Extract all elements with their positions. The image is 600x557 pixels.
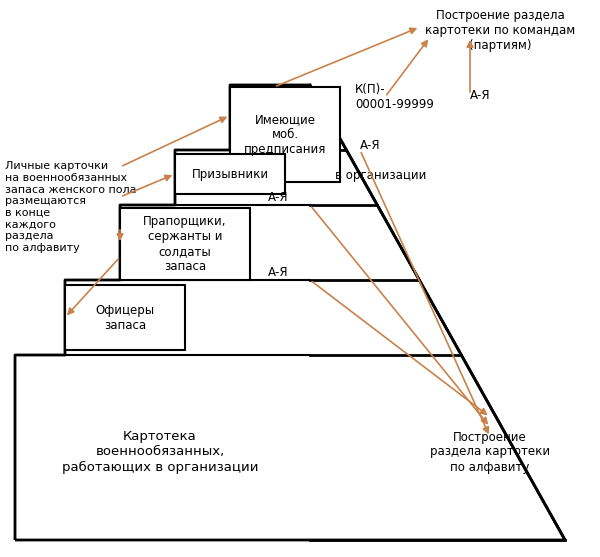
Text: А-Я: А-Я [360,139,380,152]
Text: в организации: в организации [335,169,427,182]
Text: К(П)-
00001-99999: К(П)- 00001-99999 [355,83,434,111]
Text: Личные карточки
на военнообязанных
запаса женского пола
размещаются
в конце
кажд: Личные карточки на военнообязанных запас… [5,162,137,253]
Bar [65,285,185,350]
Text: Построение
раздела картотеки
по алфавиту: Построение раздела картотеки по алфавиту [430,431,550,473]
Bar [120,208,250,280]
Text: Картотека
военнообязанных,
работающих в организации: Картотека военнообязанных, работающих в … [62,431,258,473]
Text: А-Я: А-Я [470,89,491,101]
Text: Имеющие
моб.
предписания: Имеющие моб. предписания [244,113,326,156]
Text: Офицеры
запаса: Офицеры запаса [95,304,155,331]
Bar [230,87,340,182]
Text: А-Я: А-Я [268,191,288,204]
Text: Прапорщики,
сержанты и
солдаты
запаса: Прапорщики, сержанты и солдаты запаса [143,215,227,273]
Bar [175,154,285,194]
Text: Призывники: Призывники [191,168,269,180]
Text: А-Я: А-Я [268,266,288,279]
Text: Построение раздела
картотеки по командам
(партиям): Построение раздела картотеки по командам… [425,9,575,52]
